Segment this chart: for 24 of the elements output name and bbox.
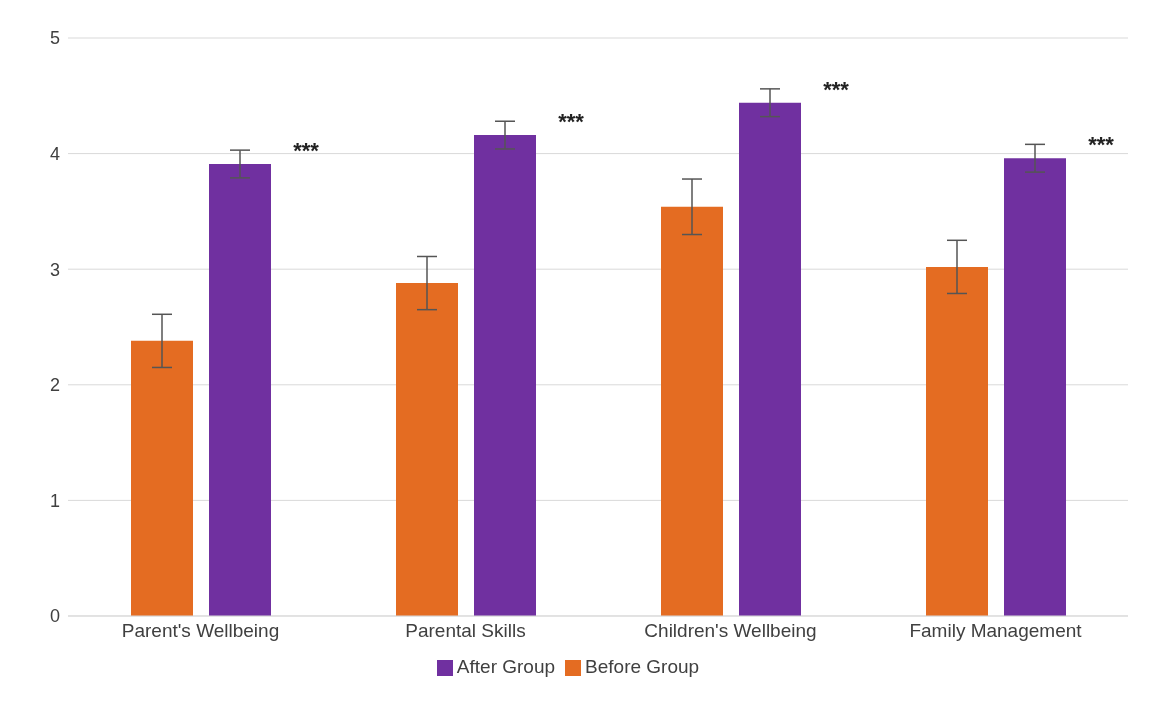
y-tick-label: 0 xyxy=(49,606,60,627)
x-tick-label: Parent's Wellbeing xyxy=(121,620,280,642)
bar xyxy=(926,266,988,616)
bar xyxy=(739,102,801,616)
bar xyxy=(209,164,271,616)
annotation: *** xyxy=(558,109,585,135)
bar xyxy=(396,283,458,616)
x-tick-label: Family Management xyxy=(909,620,1083,642)
bar xyxy=(1004,158,1066,616)
legend-label: After Group xyxy=(456,656,556,677)
y-tick-label: 2 xyxy=(49,375,60,396)
annotation: *** xyxy=(293,138,320,163)
y-tick-label: 5 xyxy=(49,28,60,49)
x-tick-label: Children's Wellbeing xyxy=(644,620,817,642)
annotation: *** xyxy=(823,76,850,102)
bar xyxy=(474,135,536,616)
bar xyxy=(131,340,193,616)
x-tick-label: Parental Skills xyxy=(405,620,526,642)
y-tick-label: 4 xyxy=(49,143,60,164)
bar xyxy=(661,206,723,616)
legend-label: Before Group xyxy=(585,656,700,677)
y-tick-label: 1 xyxy=(49,490,60,511)
y-tick-label: 3 xyxy=(49,259,60,280)
annotation: *** xyxy=(1088,132,1115,158)
